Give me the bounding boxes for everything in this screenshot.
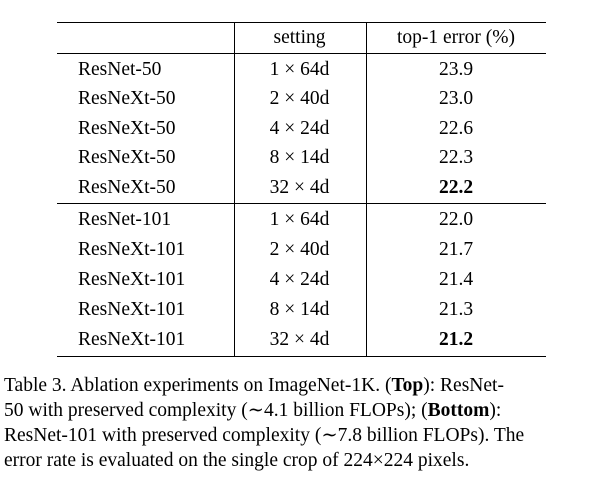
cell-error: 21.7 xyxy=(438,239,474,260)
header-setting: setting xyxy=(273,27,326,48)
cell-setting: 4 × 24d xyxy=(269,118,330,139)
header-rule xyxy=(57,53,546,54)
top-rule xyxy=(57,22,546,23)
cell-setting: 4 × 24d xyxy=(269,269,330,290)
header-error: top-1 error (%) xyxy=(396,27,516,48)
cell-model: ResNeXt-50 xyxy=(78,88,176,109)
caption-text: Table 3. Ablation experiments on ImageNe… xyxy=(4,375,392,396)
cell-error-best: 22.2 xyxy=(438,177,474,198)
cell-error: 21.4 xyxy=(438,269,474,290)
cell-error: 21.3 xyxy=(438,299,474,320)
cell-model: ResNeXt-101 xyxy=(78,239,186,260)
cell-setting: 2 × 40d xyxy=(269,88,330,109)
cell-model: ResNeXt-50 xyxy=(78,147,176,168)
caption-line: 50 with preserved complexity (∼4.1 billi… xyxy=(4,398,596,423)
cell-setting: 32 × 4d xyxy=(269,329,330,350)
caption-line: error rate is evaluated on the single cr… xyxy=(4,450,470,471)
cell-model: ResNeXt-101 xyxy=(78,269,186,290)
table-caption: Table 3. Ablation experiments on ImageNe… xyxy=(4,373,596,473)
cell-model: ResNet-101 xyxy=(78,209,172,230)
cell-model: ResNeXt-50 xyxy=(78,177,176,198)
caption-line: Table 3. Ablation experiments on ImageNe… xyxy=(4,373,596,398)
cell-error: 23.9 xyxy=(438,59,474,80)
caption-bold: Top xyxy=(391,375,424,396)
cell-error: 22.0 xyxy=(438,209,474,230)
cell-setting: 1 × 64d xyxy=(269,59,330,80)
column-divider-2 xyxy=(366,22,367,357)
cell-model: ResNeXt-101 xyxy=(78,329,186,350)
cell-setting: 1 × 64d xyxy=(269,209,330,230)
cell-setting: 32 × 4d xyxy=(269,177,330,198)
caption-text: ): xyxy=(489,400,502,421)
cell-model: ResNeXt-50 xyxy=(78,118,176,139)
caption-text: 50 with preserved complexity (∼4.1 billi… xyxy=(4,400,428,421)
cell-error: 22.3 xyxy=(438,147,474,168)
bottom-rule xyxy=(57,356,546,357)
caption-line: ResNet-101 with preserved complexity (∼7… xyxy=(4,425,525,446)
cell-model: ResNet-50 xyxy=(78,59,162,80)
cell-model: ResNeXt-101 xyxy=(78,299,186,320)
caption-bold: Bottom xyxy=(427,400,490,421)
column-divider-1 xyxy=(234,22,235,357)
cell-setting: 2 × 40d xyxy=(269,239,330,260)
cell-setting: 8 × 14d xyxy=(269,147,330,168)
cell-setting: 8 × 14d xyxy=(269,299,330,320)
caption-text: ): ResNet- xyxy=(423,375,504,396)
cell-error: 22.6 xyxy=(438,118,474,139)
cell-error: 23.0 xyxy=(438,88,474,109)
group-rule xyxy=(57,203,546,204)
cell-error-best: 21.2 xyxy=(438,329,474,350)
